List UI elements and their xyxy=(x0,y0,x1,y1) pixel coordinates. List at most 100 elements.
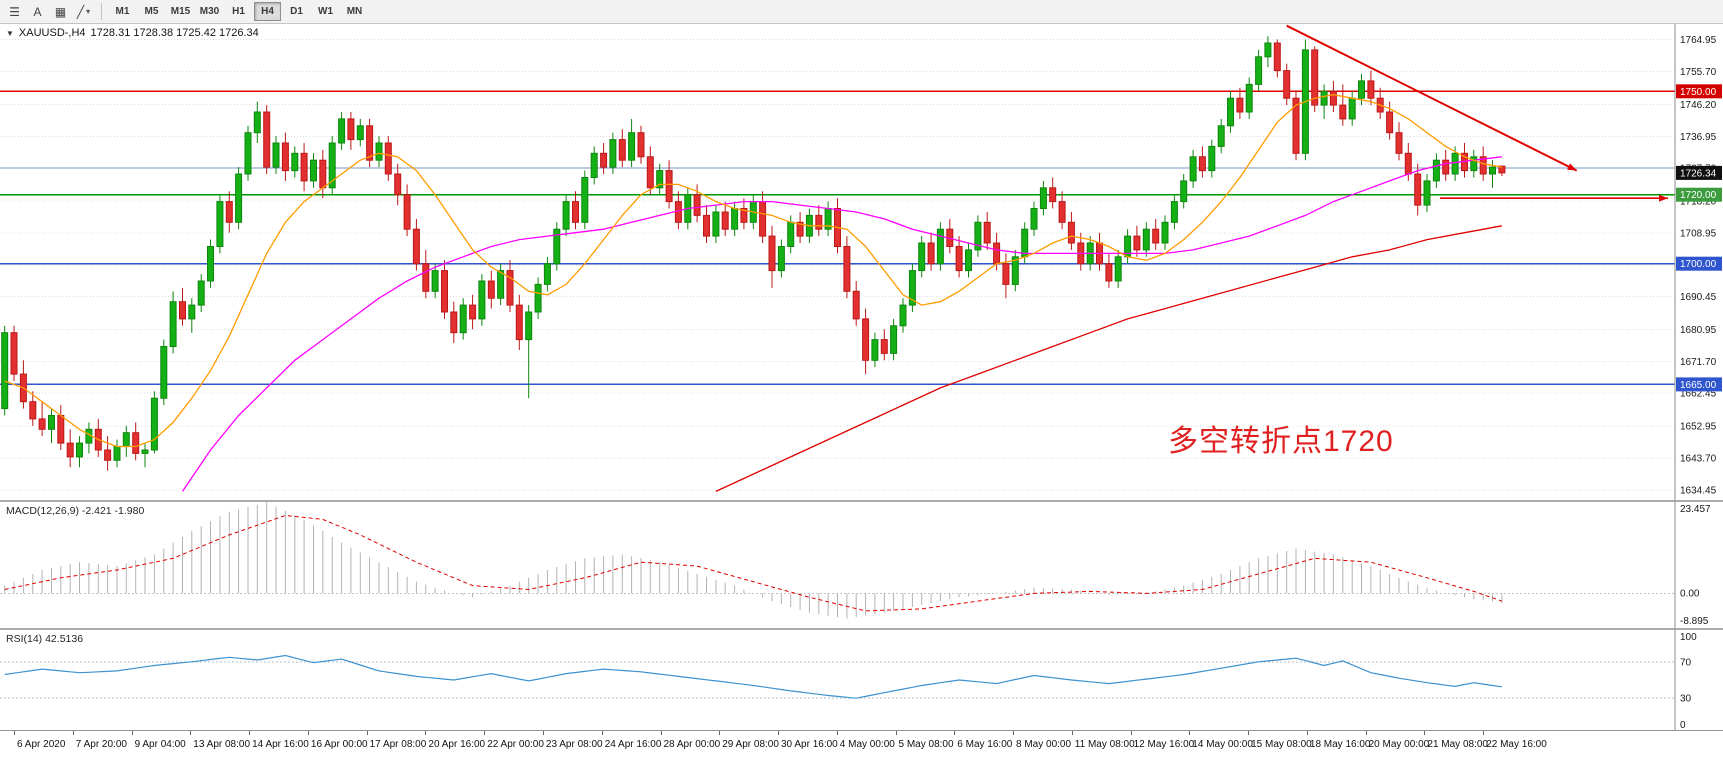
candle-body xyxy=(1386,111,1394,134)
price-label xyxy=(1676,256,1722,271)
candle-body xyxy=(543,263,551,285)
time-label: 20 Apr 16:00 xyxy=(428,739,486,750)
time-tick xyxy=(1306,731,1308,735)
candle-body xyxy=(1245,83,1253,113)
candle-body xyxy=(936,228,944,265)
candle-body xyxy=(759,201,767,237)
time-label: 5 May 08:00 xyxy=(898,739,954,750)
macd-canvas[interactable]: 23.457 0.00 -8.895 xyxy=(0,502,1723,628)
chart-window-icon[interactable]: ▦ xyxy=(54,4,67,19)
draw-tools-icon[interactable]: ╱ ▾ xyxy=(76,4,91,19)
trend-line[interactable] xyxy=(1286,24,1578,172)
candle-body xyxy=(1339,104,1347,120)
candle-body xyxy=(300,152,308,182)
macd-tick-label: 0.00 xyxy=(1680,588,1700,599)
rsi-canvas[interactable]: 100 70 30 0 xyxy=(0,630,1723,730)
price-tick-label: 1690.45 xyxy=(1680,292,1717,303)
candle-body xyxy=(600,152,608,168)
toolbar-separator xyxy=(101,3,102,20)
candle-body xyxy=(1170,201,1178,223)
candle-body xyxy=(1217,125,1225,147)
panel-divider[interactable] xyxy=(0,500,1723,502)
candle-body xyxy=(534,283,542,313)
candle-body xyxy=(1058,201,1066,223)
candle-body xyxy=(965,249,972,272)
candle-body xyxy=(10,332,18,375)
time-tick xyxy=(601,731,603,735)
candle-body xyxy=(207,246,214,282)
time-tick xyxy=(249,731,251,735)
ma-mid-line xyxy=(181,156,1502,492)
candle-body xyxy=(244,132,252,175)
timeframe-d1[interactable]: D1 xyxy=(290,6,303,17)
time-tick xyxy=(778,731,779,735)
candle-body xyxy=(656,170,664,189)
candle-body xyxy=(253,111,261,134)
time-tick xyxy=(1013,731,1014,735)
candle-body xyxy=(122,432,130,448)
candle-body xyxy=(487,280,495,299)
candle-body xyxy=(169,301,177,348)
timeframe-w1[interactable]: W1 xyxy=(318,6,333,17)
timeframe-h1[interactable]: H1 xyxy=(232,6,245,17)
candle-body xyxy=(1142,228,1150,251)
time-tick xyxy=(954,731,956,735)
price-label xyxy=(1676,165,1722,180)
macd-axis[interactable] xyxy=(1675,502,1723,628)
timeframe-h4[interactable]: H4 xyxy=(254,2,281,21)
time-label: 6 May 16:00 xyxy=(957,739,1013,750)
price-label xyxy=(1676,84,1722,99)
candle-body xyxy=(179,301,186,320)
chart-title: ▼ XAUUSD-,H4 1728.31 1728.38 1725.42 172… xyxy=(6,27,259,39)
candle-body xyxy=(768,235,776,272)
candle-body xyxy=(1067,221,1075,244)
price-chart-canvas[interactable]: 1764.951755.701746.201736.951727.701718.… xyxy=(0,24,1723,500)
candle-body xyxy=(160,346,168,399)
candle-body xyxy=(918,242,926,272)
candle-body xyxy=(104,449,112,461)
candle-body xyxy=(1479,156,1487,175)
candle-body xyxy=(66,442,74,458)
candle-body xyxy=(1292,97,1300,154)
timeframe-m15[interactable]: M15 xyxy=(170,6,191,17)
candle-body xyxy=(1358,80,1365,99)
candle-body xyxy=(899,304,907,327)
time-tick xyxy=(1130,731,1132,735)
timeframe-m30[interactable]: M30 xyxy=(199,6,220,17)
rsi-axis[interactable] xyxy=(1675,630,1723,730)
timeframe-mn[interactable]: MN xyxy=(346,6,363,17)
candle-body xyxy=(618,139,626,161)
candle-body xyxy=(1489,166,1496,175)
time-label: 28 Apr 00:00 xyxy=(663,739,721,750)
candle-body xyxy=(1264,42,1272,58)
candle-body xyxy=(141,449,149,454)
candle-body xyxy=(1255,56,1263,85)
price-tick-label: 1764.95 xyxy=(1680,35,1717,46)
toolbar-tools: ☰ A ▦ ╱ ▾ xyxy=(3,2,95,22)
time-axis[interactable]: 6 Apr 2020 7 Apr 20:00 9 Apr 04:00 13 Apr 0… xyxy=(0,730,1723,756)
candle-body xyxy=(1030,208,1038,230)
candle-body xyxy=(721,211,729,230)
time-label: 30 Apr 16:00 xyxy=(781,739,838,750)
time-tick xyxy=(484,731,486,735)
expander-icon[interactable]: ▼ xyxy=(6,28,14,38)
panel-divider[interactable] xyxy=(0,628,1723,630)
candle-body xyxy=(1311,49,1319,106)
time-tick xyxy=(1365,731,1367,735)
candle-body xyxy=(927,242,935,265)
candle-body xyxy=(497,270,505,299)
candle-body xyxy=(880,339,888,354)
text-tool-icon[interactable]: A xyxy=(33,4,42,19)
ma-fast-line xyxy=(4,94,1503,448)
candle-body xyxy=(815,214,823,230)
timeframe-m5[interactable]: M5 xyxy=(144,6,159,17)
timeframe-m1[interactable]: M1 xyxy=(115,6,130,17)
menu-icon[interactable]: ☰ xyxy=(9,4,20,19)
time-label: 23 Apr 08:00 xyxy=(545,739,603,750)
candle-body xyxy=(993,242,1001,265)
macd-panel: 23.457 0.00 -8.895 MACD(12,26,9) -2.421 -1… xyxy=(0,502,1723,628)
candle-body xyxy=(272,142,280,168)
chart-annotation-text: 多空转折点1720 xyxy=(1168,425,1394,458)
toolbar: ☰ A ▦ ╱ ▾ M1 M5 M15 M30 H1 H4 D1 W1 MN xyxy=(0,0,1723,24)
candle-body xyxy=(57,415,65,444)
